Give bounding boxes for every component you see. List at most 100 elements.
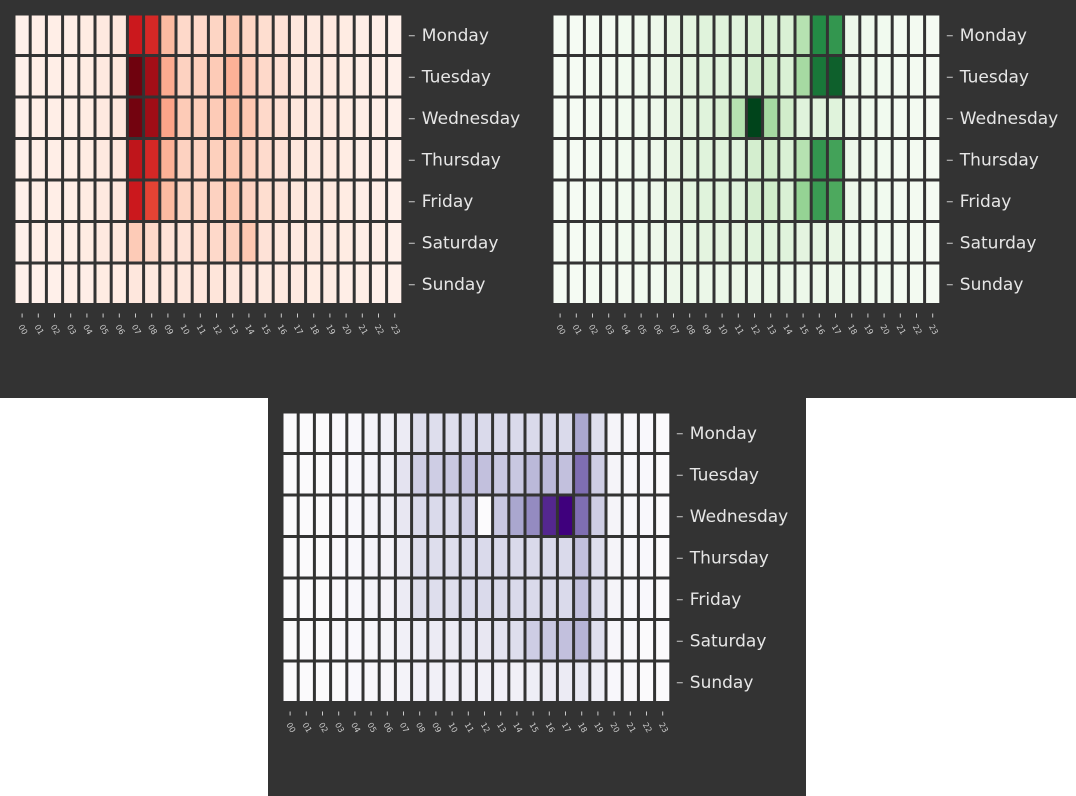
heatmap-cell-greens-friday-21: [893, 181, 907, 220]
heatmap-cell-greens-monday-14: [780, 15, 794, 54]
heatmap-cell-purples-sunday-19: [591, 662, 605, 701]
heatmap-cell-purples-sunday-13: [494, 662, 508, 701]
heatmap-cell-reds-tuesday-10: [177, 57, 191, 96]
heatmap-cell-purples-sunday-17: [558, 662, 573, 701]
heatmap-cell-greens-sunday-16: [812, 264, 826, 303]
heatmap-cell-reds-monday-08: [145, 15, 159, 54]
heatmap-cell-purples-monday-02: [315, 413, 330, 452]
heatmap-cell-greens-thursday-04: [618, 140, 632, 179]
heatmap-cell-reds-saturday-19: [323, 223, 337, 262]
heatmap-cell-greens-monday-12: [747, 15, 762, 54]
heatmap-cell-purples-thursday-10: [445, 538, 459, 577]
heatmap-cell-reds-sunday-04: [80, 264, 94, 303]
heatmap-cell-reds-monday-09: [161, 15, 175, 54]
heatmap-cell-purples-wednesday-18: [575, 496, 589, 535]
x-tick-label-purples-20: 20: [608, 721, 621, 734]
heatmap-cell-reds-sunday-23: [388, 264, 402, 303]
heatmap-cell-reds-sunday-03: [64, 264, 78, 303]
heatmap-cell-purples-sunday-21: [623, 662, 637, 701]
heatmap-cell-reds-monday-21: [355, 15, 369, 54]
y-tick-label-greens-friday: Friday: [960, 192, 1012, 212]
heatmap-cell-purples-tuesday-22: [639, 455, 654, 494]
heatmap-cell-purples-wednesday-14: [510, 496, 524, 535]
heatmap-cell-reds-tuesday-07: [128, 57, 143, 96]
x-tick-label-reds-00: 00: [16, 323, 29, 336]
x-tick-label-reds-16: 16: [276, 323, 289, 336]
y-tick-label-purples-tuesday: Tuesday: [689, 465, 759, 485]
x-tick-label-purples-12: 12: [479, 721, 492, 734]
heatmap-cell-greens-saturday-17: [828, 223, 843, 262]
heatmap-cell-reds-wednesday-15: [258, 98, 272, 137]
heatmap-cell-greens-sunday-19: [861, 264, 875, 303]
heatmap-cell-purples-thursday-21: [623, 538, 637, 577]
heatmap-cell-purples-tuesday-06: [380, 455, 394, 494]
heatmap-cell-reds-friday-04: [80, 181, 94, 220]
y-tick-label-greens-monday: Monday: [960, 26, 1027, 46]
x-tick-label-reds-10: 10: [178, 323, 191, 336]
heatmap-cell-reds-thursday-22: [371, 140, 386, 179]
heatmap-cell-purples-thursday-03: [332, 538, 346, 577]
heatmap-cell-greens-sunday-21: [893, 264, 907, 303]
heatmap-cell-purples-tuesday-04: [348, 455, 362, 494]
heatmap-cell-purples-tuesday-00: [283, 455, 297, 494]
heatmap-cell-reds-sunday-12: [209, 264, 224, 303]
heatmap-cell-purples-tuesday-14: [510, 455, 524, 494]
y-tick-label-greens-tuesday: Tuesday: [959, 67, 1029, 87]
x-tick-label-reds-08: 08: [146, 323, 159, 336]
heatmap-cell-purples-sunday-18: [575, 662, 589, 701]
heatmap-cell-reds-friday-09: [161, 181, 175, 220]
heatmap-cell-reds-tuesday-05: [96, 57, 110, 96]
heatmap-cell-purples-friday-04: [348, 579, 362, 618]
heatmap-cell-purples-tuesday-19: [591, 455, 605, 494]
heatmap-cell-purples-friday-15: [526, 579, 540, 618]
x-tick-label-purples-06: 06: [382, 721, 395, 734]
heatmap-cell-purples-thursday-08: [413, 538, 427, 577]
heatmap-cell-reds-wednesday-11: [193, 98, 207, 137]
heatmap-cell-greens-wednesday-17: [828, 98, 843, 137]
heatmap-cell-reds-saturday-05: [96, 223, 110, 262]
heatmap-cell-purples-saturday-04: [348, 621, 362, 660]
heatmap-cell-reds-wednesday-21: [355, 98, 369, 137]
heatmap-cell-reds-thursday-05: [96, 140, 110, 179]
heatmap-cell-reds-tuesday-20: [339, 57, 353, 96]
heatmap-cell-purples-tuesday-07: [396, 455, 411, 494]
heatmap-cell-purples-tuesday-23: [656, 455, 670, 494]
heatmap-cell-purples-thursday-13: [494, 538, 508, 577]
heatmap-cell-reds-wednesday-13: [226, 98, 240, 137]
heatmap-cell-reds-monday-14: [242, 15, 256, 54]
heatmap-cell-greens-sunday-06: [650, 264, 664, 303]
y-tick-label-purples-thursday: Thursday: [689, 548, 769, 568]
x-tick-label-purples-03: 03: [333, 721, 346, 734]
heatmap-cell-purples-friday-14: [510, 579, 524, 618]
heatmap-cell-purples-sunday-12: [477, 662, 492, 701]
heatmap-cell-purples-monday-01: [299, 413, 313, 452]
heatmap-cell-reds-friday-17: [290, 181, 305, 220]
heatmap-cell-greens-sunday-14: [780, 264, 794, 303]
heatmap-cell-reds-monday-20: [339, 15, 353, 54]
heatmap-cell-reds-tuesday-16: [274, 57, 288, 96]
heatmap-cell-purples-tuesday-01: [299, 455, 313, 494]
heatmap-cell-greens-friday-05: [634, 181, 648, 220]
heatmap-cell-purples-wednesday-09: [429, 496, 443, 535]
heatmap-cell-purples-friday-21: [623, 579, 637, 618]
heatmap-cell-greens-wednesday-05: [634, 98, 648, 137]
heatmap-cell-reds-wednesday-08: [145, 98, 159, 137]
heatmap-cell-purples-thursday-14: [510, 538, 524, 577]
heatmap-cell-reds-wednesday-09: [161, 98, 175, 137]
heatmap-cell-purples-sunday-20: [607, 662, 621, 701]
heatmap-cell-purples-wednesday-00: [283, 496, 297, 535]
heatmap-cell-purples-sunday-08: [413, 662, 427, 701]
heatmap-cell-purples-thursday-18: [575, 538, 589, 577]
x-tick-label-greens-07: 07: [668, 323, 681, 336]
heatmap-purples: Monday Tuesday Wednesday Thursday Friday Satu…: [282, 412, 788, 734]
heatmap-cell-reds-tuesday-00: [15, 57, 29, 96]
heatmap-cell-greens-thursday-16: [812, 140, 826, 179]
heatmap-cell-reds-tuesday-17: [290, 57, 305, 96]
heatmap-cell-greens-thursday-22: [909, 140, 924, 179]
heatmap-cell-reds-wednesday-02: [47, 98, 62, 137]
heatmap-cell-reds-friday-21: [355, 181, 369, 220]
x-tick-label-greens-17: 17: [830, 323, 843, 336]
heatmap-cell-reds-friday-11: [193, 181, 207, 220]
heatmap-cell-reds-saturday-04: [80, 223, 94, 262]
heatmap-cell-greens-thursday-20: [877, 140, 891, 179]
